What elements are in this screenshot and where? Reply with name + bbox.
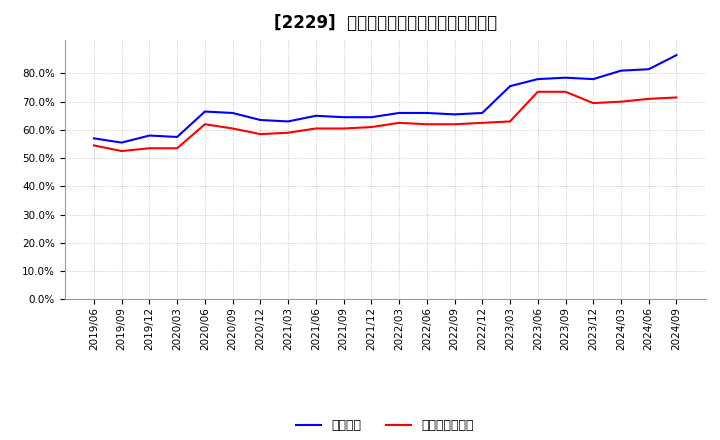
固定比率: [201, 109, 210, 114]
固定比率: [367, 114, 376, 120]
固定比率: [478, 110, 487, 116]
固定長期適合率: [534, 89, 542, 95]
固定長期適合率: [616, 99, 625, 104]
固定長期適合率: [256, 132, 265, 137]
固定比率: [505, 84, 514, 89]
固定比率: [644, 66, 653, 72]
固定比率: [173, 134, 181, 139]
固定比率: [145, 133, 154, 138]
固定比率: [339, 114, 348, 120]
固定比率: [423, 110, 431, 116]
固定長期適合率: [228, 126, 237, 131]
固定長期適合率: [505, 119, 514, 124]
固定長期適合率: [117, 148, 126, 154]
固定長期適合率: [284, 130, 292, 136]
固定比率: [561, 75, 570, 81]
固定比率: [228, 110, 237, 116]
固定比率: [312, 113, 320, 118]
固定長期適合率: [423, 121, 431, 127]
固定長期適合率: [312, 126, 320, 131]
固定長期適合率: [173, 146, 181, 151]
固定比率: [672, 52, 681, 58]
Line: 固定比率: 固定比率: [94, 55, 677, 143]
Title: [2229]  固定比率、固定長期適合率の推移: [2229] 固定比率、固定長期適合率の推移: [274, 15, 497, 33]
固定比率: [117, 140, 126, 145]
固定長期適合率: [145, 146, 154, 151]
固定長期適合率: [89, 143, 98, 148]
固定長期適合率: [367, 125, 376, 130]
固定長期適合率: [478, 120, 487, 125]
固定長期適合率: [561, 89, 570, 95]
固定比率: [256, 117, 265, 123]
固定長期適合率: [672, 95, 681, 100]
固定比率: [450, 112, 459, 117]
Line: 固定長期適合率: 固定長期適合率: [94, 92, 677, 151]
Legend: 固定比率, 固定長期適合率: 固定比率, 固定長期適合率: [292, 414, 479, 437]
固定比率: [89, 136, 98, 141]
固定比率: [616, 68, 625, 73]
固定長期適合率: [644, 96, 653, 102]
固定比率: [395, 110, 403, 116]
固定長期適合率: [201, 121, 210, 127]
固定比率: [589, 77, 598, 82]
固定比率: [534, 77, 542, 82]
固定長期適合率: [589, 100, 598, 106]
固定長期適合率: [450, 121, 459, 127]
固定長期適合率: [395, 120, 403, 125]
固定比率: [284, 119, 292, 124]
固定長期適合率: [339, 126, 348, 131]
